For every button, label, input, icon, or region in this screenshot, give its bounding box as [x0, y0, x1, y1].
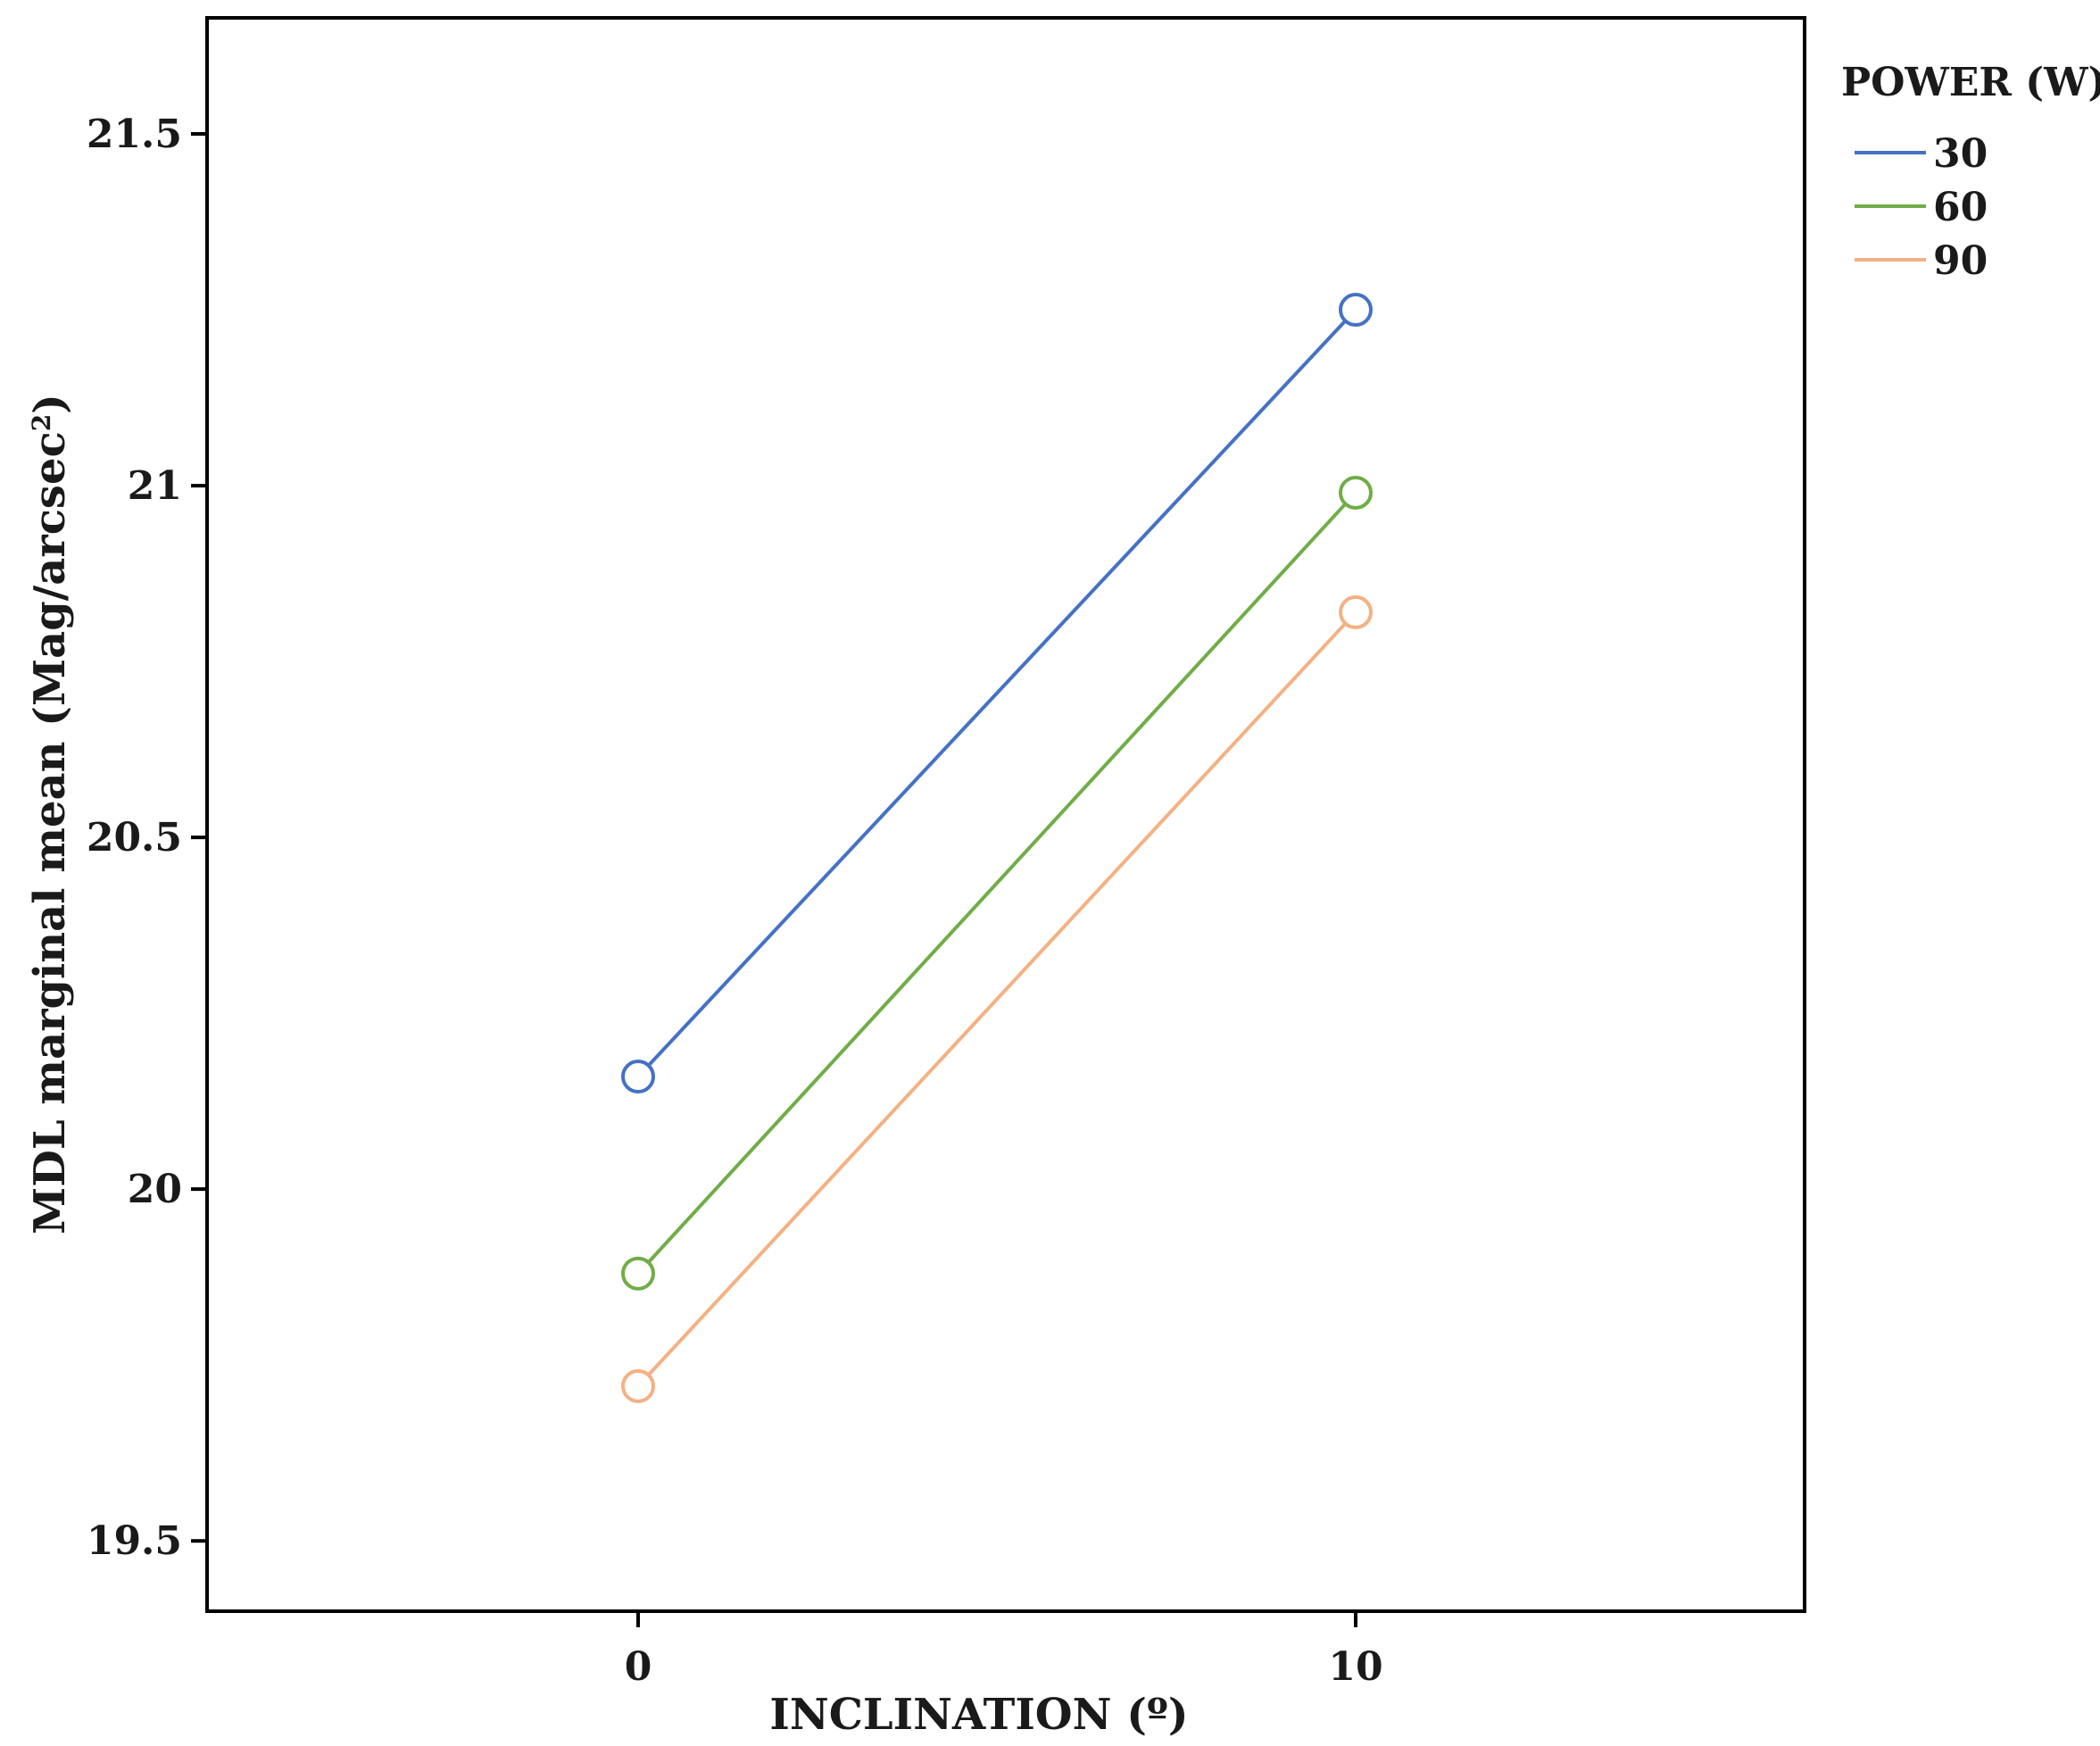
x-tick-label: 0	[625, 1644, 652, 1690]
legend-item: 60	[1855, 185, 1988, 230]
series-line	[636, 491, 1357, 1276]
y-tick-label: 19.5	[87, 1518, 182, 1564]
y-tick-label: 21.5	[87, 112, 182, 157]
data-point	[621, 1060, 655, 1094]
series-60	[621, 475, 1373, 1291]
series-line	[636, 308, 1357, 1078]
legend-label: 90	[1933, 238, 1988, 284]
data-point	[1339, 475, 1373, 510]
y-tick-label: 20	[128, 1167, 182, 1212]
y-axis-title-superscript: 2	[27, 414, 56, 431]
legend-title: POWER (W)	[1841, 60, 2100, 105]
plot-frame	[205, 16, 1806, 1613]
x-tick-label: 10	[1328, 1644, 1382, 1690]
data-point	[621, 1256, 655, 1291]
data-point	[621, 1368, 655, 1403]
x-axis-title: INCLINATION (º)	[769, 1690, 1188, 1740]
series-90	[621, 594, 1373, 1403]
y-axis-title: MDL marginal mean (Mag/arcsec2)	[25, 394, 75, 1235]
series-line	[636, 611, 1357, 1388]
y-axis: 19.5 20 20.5 21 21.5	[87, 112, 207, 1564]
y-tick-label: 20.5	[87, 815, 182, 861]
y-tick-label: 21	[128, 463, 182, 509]
data-point	[1339, 293, 1373, 328]
y-axis-title-suffix: )	[25, 394, 75, 414]
legend-item: 30	[1855, 131, 1988, 177]
series-30	[621, 293, 1373, 1094]
data-point	[1339, 594, 1373, 629]
legend-item: 90	[1855, 238, 1988, 284]
legend: POWER (W) 30 60 90	[1841, 60, 2100, 284]
legend-label: 30	[1933, 131, 1988, 177]
legend-label: 60	[1933, 185, 1988, 230]
x-axis: 0 10	[625, 1611, 1383, 1690]
series-layer	[621, 293, 1373, 1403]
